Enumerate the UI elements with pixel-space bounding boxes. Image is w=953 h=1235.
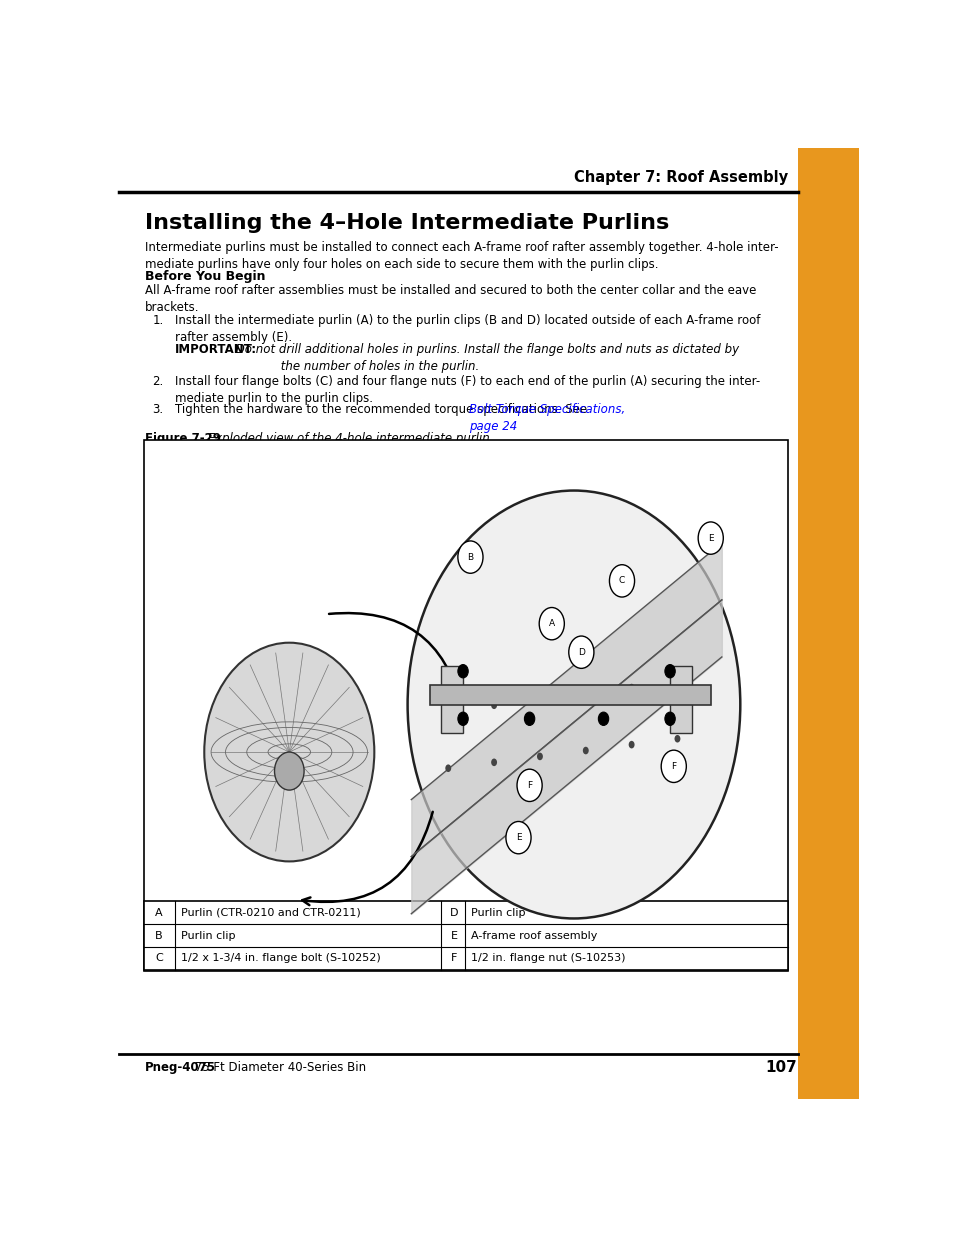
Circle shape	[582, 689, 588, 698]
Circle shape	[537, 752, 542, 761]
Text: C: C	[155, 953, 163, 963]
Bar	[429, 684, 710, 705]
Text: All A-frame roof rafter assemblies must be installed and secured to both the cen: All A-frame roof rafter assemblies must …	[145, 284, 756, 314]
Text: 1/2 x 1-3/4 in. flange bolt (S-10252): 1/2 x 1-3/4 in. flange bolt (S-10252)	[180, 953, 380, 963]
Text: 75 Ft Diameter 40-Series Bin: 75 Ft Diameter 40-Series Bin	[191, 1061, 366, 1074]
Text: Purlin clip: Purlin clip	[471, 908, 525, 918]
Text: F: F	[451, 953, 456, 963]
Circle shape	[628, 684, 634, 692]
Text: A: A	[548, 619, 555, 629]
Circle shape	[491, 758, 497, 766]
Circle shape	[660, 750, 685, 783]
Text: F: F	[526, 781, 532, 790]
Circle shape	[445, 764, 451, 772]
Circle shape	[628, 741, 634, 748]
Text: B: B	[155, 931, 163, 941]
Circle shape	[582, 747, 588, 755]
Text: Chapter 7: Roof Assembly: Chapter 7: Roof Assembly	[574, 169, 787, 185]
Text: 2.: 2.	[152, 374, 164, 388]
Text: D: D	[450, 908, 458, 918]
Circle shape	[457, 713, 468, 725]
Bar	[144, 902, 787, 969]
Text: Installing the 4–Hole Intermediate Purlins: Installing the 4–Hole Intermediate Purli…	[145, 212, 669, 233]
Text: IMPORTANT:: IMPORTANT:	[174, 343, 256, 356]
Circle shape	[445, 708, 451, 715]
Text: Install the intermediate purlin (A) to the purlin clips (B and D) located outsid: Install the intermediate purlin (A) to t…	[174, 314, 760, 343]
Text: A: A	[155, 908, 163, 918]
Text: Purlin (CTR-0210 and CTR-0211): Purlin (CTR-0210 and CTR-0211)	[180, 908, 360, 918]
Circle shape	[491, 701, 497, 709]
Circle shape	[538, 608, 564, 640]
Text: Pneg-4075: Pneg-4075	[145, 1061, 216, 1074]
Bar	[144, 440, 787, 971]
Circle shape	[609, 564, 634, 597]
Text: Before You Begin: Before You Begin	[145, 270, 265, 283]
Circle shape	[674, 678, 679, 685]
Text: D: D	[578, 647, 584, 657]
Text: E: E	[450, 931, 457, 941]
Circle shape	[698, 522, 722, 555]
FancyArrowPatch shape	[329, 613, 463, 709]
Circle shape	[674, 735, 679, 742]
Bar	[440, 667, 462, 734]
Text: Tighten the hardware to the recommended torque specifications. See: Tighten the hardware to the recommended …	[174, 403, 590, 416]
Text: Exploded view of the 4-hole intermediate purlin: Exploded view of the 4-hole intermediate…	[203, 431, 489, 445]
Circle shape	[524, 713, 535, 725]
Text: 3.: 3.	[152, 403, 164, 416]
Text: Figure 7-29: Figure 7-29	[145, 431, 221, 445]
Circle shape	[664, 713, 675, 725]
Circle shape	[568, 636, 594, 668]
Text: E: E	[516, 834, 520, 842]
Circle shape	[598, 713, 608, 725]
Text: Bolt Torque Specifications,
page 24: Bolt Torque Specifications, page 24	[469, 403, 624, 433]
FancyArrowPatch shape	[302, 811, 433, 905]
Bar	[669, 667, 692, 734]
Circle shape	[664, 664, 675, 678]
Text: Do not drill additional holes in purlins. Install the flange bolts and nuts as d: Do not drill additional holes in purlins…	[233, 343, 739, 373]
Text: Intermediate purlins must be installed to connect each A-frame roof rafter assem: Intermediate purlins must be installed t…	[145, 241, 778, 272]
Text: A-frame roof assembly: A-frame roof assembly	[471, 931, 597, 941]
Circle shape	[457, 664, 468, 678]
Text: 1/2 in. flange nut (S-10253): 1/2 in. flange nut (S-10253)	[471, 953, 625, 963]
Circle shape	[457, 541, 482, 573]
Circle shape	[517, 769, 541, 802]
Text: F: F	[671, 762, 676, 771]
Text: B: B	[467, 552, 473, 562]
Text: Install four flange bolts (C) and four flange nuts (F) to each end of the purlin: Install four flange bolts (C) and four f…	[174, 374, 760, 405]
Circle shape	[537, 695, 542, 703]
Circle shape	[204, 642, 374, 862]
Circle shape	[407, 490, 740, 919]
Circle shape	[505, 821, 531, 853]
Bar	[797, 148, 858, 1099]
Circle shape	[274, 752, 304, 790]
Text: C: C	[618, 577, 624, 585]
Text: 107: 107	[764, 1061, 796, 1076]
Text: 1.: 1.	[152, 314, 164, 327]
Text: E: E	[707, 534, 713, 542]
Text: Purlin clip: Purlin clip	[180, 931, 234, 941]
